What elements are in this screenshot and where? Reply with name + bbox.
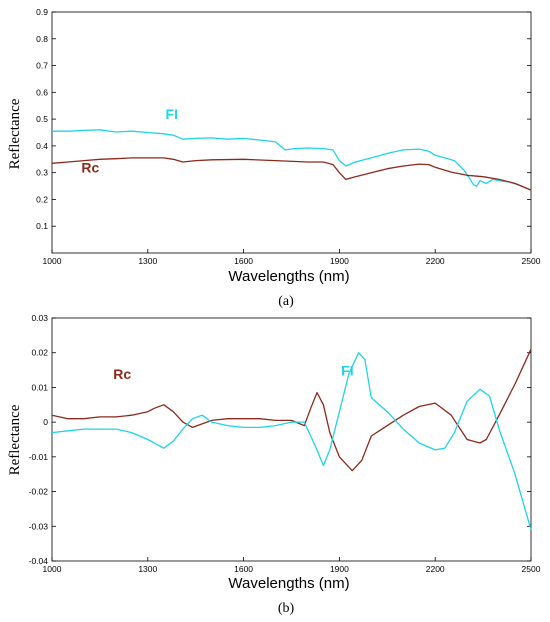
series-line-fi bbox=[52, 129, 532, 191]
y-tick-label: 0.4 bbox=[36, 141, 48, 151]
y-tick-label: 0.03 bbox=[31, 313, 48, 323]
y-tick-label: 0.1 bbox=[36, 221, 48, 231]
x-tick-label: 1000 bbox=[43, 564, 62, 574]
chart-panel-b: 0.03 0.02 0.01 0 -0.01 -0.02 -0.03 -0.04 1000 13… bbox=[7, 313, 541, 616]
x-tick-label: 2200 bbox=[426, 256, 445, 266]
y-axis-ticks-b: 0.03 0.02 0.01 0 -0.01 -0.02 -0.03 -0.04 bbox=[29, 313, 531, 566]
y-tick-label: 0.02 bbox=[31, 348, 48, 358]
y-tick-label: -0.04 bbox=[29, 556, 49, 566]
series-labels-b: Rc FI bbox=[113, 362, 353, 381]
y-tick-label: 0.7 bbox=[36, 61, 48, 71]
y-tick-label: -0.01 bbox=[29, 452, 49, 462]
panel-label-a: (a) bbox=[278, 294, 294, 309]
x-axis-label-a: Wavelengths (nm) bbox=[228, 268, 349, 285]
y-tick-label: 0.01 bbox=[31, 382, 48, 392]
y-tick-label: 0.2 bbox=[36, 194, 48, 204]
y-axis-ticks-a: 0.1 0.2 0.3 0.4 0.5 0.6 0.7 0.8 0.9 bbox=[36, 7, 531, 231]
x-axis-label-b: Wavelengths (nm) bbox=[228, 575, 349, 592]
x-tick-label: 1600 bbox=[234, 564, 253, 574]
y-tick-label: 0 bbox=[43, 417, 48, 427]
x-tick-label: 1300 bbox=[138, 256, 157, 266]
series-label-rc: Rc bbox=[81, 160, 99, 176]
x-tick-label: 1300 bbox=[138, 564, 157, 574]
series-labels-a: FI Rc bbox=[81, 106, 178, 176]
y-tick-label: 0.9 bbox=[36, 7, 48, 17]
x-tick-label: 2500 bbox=[522, 256, 541, 266]
series-lines-b bbox=[51, 348, 532, 530]
x-tick-label: 1900 bbox=[330, 564, 349, 574]
y-tick-label: -0.02 bbox=[29, 487, 49, 497]
x-axis-ticks-b: 1000 1300 1600 1900 2200 2500 bbox=[43, 557, 541, 574]
series-label-fi: FI bbox=[166, 106, 178, 122]
plot-area-b bbox=[51, 317, 532, 562]
x-tick-label: 2200 bbox=[426, 564, 445, 574]
y-tick-label: -0.03 bbox=[29, 521, 49, 531]
y-axis-label-a: Reflectance bbox=[7, 98, 23, 169]
x-axis-ticks-a: 1000 1300 1600 1900 2200 2500 bbox=[43, 249, 541, 266]
plot-area-a bbox=[51, 11, 532, 254]
y-tick-label: 0.5 bbox=[36, 114, 48, 124]
series-line-fi bbox=[51, 352, 532, 530]
series-label-rc: Rc bbox=[113, 366, 131, 382]
y-tick-label: 0.3 bbox=[36, 168, 48, 178]
series-label-fi: FI bbox=[341, 362, 353, 378]
series-line-rc bbox=[51, 157, 532, 191]
y-tick-label: 0.8 bbox=[36, 34, 48, 44]
y-axis-label-b: Reflectance bbox=[7, 404, 23, 475]
panel-label-b: (b) bbox=[278, 601, 295, 616]
x-tick-label: 1900 bbox=[330, 256, 349, 266]
chart-panel-a: 0.1 0.2 0.3 0.4 0.5 0.6 0.7 0.8 0.9 1000 1300 1600… bbox=[7, 7, 541, 309]
x-tick-label: 2500 bbox=[522, 564, 541, 574]
x-tick-label: 1600 bbox=[234, 256, 253, 266]
series-line-rc bbox=[51, 348, 532, 472]
y-tick-label: 0.6 bbox=[36, 87, 48, 97]
x-tick-label: 1000 bbox=[43, 256, 62, 266]
series-lines-a bbox=[51, 129, 532, 191]
